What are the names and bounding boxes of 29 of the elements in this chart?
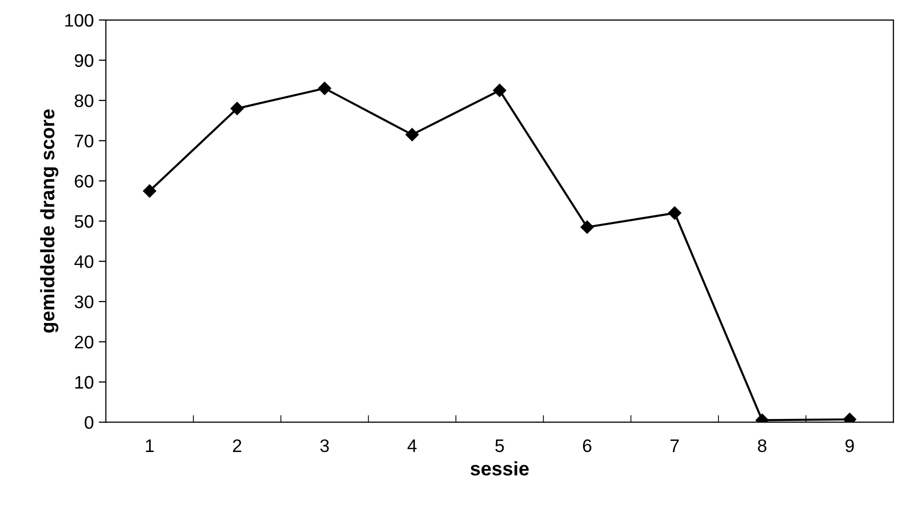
y-tick-label: 20	[74, 336, 94, 348]
point	[668, 206, 682, 220]
x-tick-label: 1	[146, 440, 154, 452]
y-tick-label: 60	[74, 174, 94, 188]
y-tick-label: 100	[65, 14, 94, 27]
x-axis-title: sessie	[470, 461, 529, 476]
y-tick-label: 70	[74, 134, 94, 148]
point	[230, 102, 244, 116]
y-tick-label: 0	[84, 416, 94, 429]
x-tick-label: 9	[845, 439, 854, 452]
y-tick-label: 10	[75, 376, 94, 389]
x-tick-label: 5	[495, 440, 504, 452]
point	[143, 184, 156, 198]
y-tick-label: 50	[74, 215, 94, 228]
point	[580, 220, 594, 234]
x-tick-label: 4	[408, 440, 417, 452]
x-tick-label: 7	[670, 440, 679, 452]
y-tick-label: 80	[74, 94, 94, 108]
x-tick-label: 8	[758, 439, 766, 452]
y-tick-label: 90	[74, 54, 94, 67]
x-tick-label: 6	[583, 439, 592, 452]
x-tick-label: 3	[320, 439, 329, 452]
y-tick-label: 30	[74, 295, 94, 308]
y-tick-label: 40	[74, 255, 94, 268]
point	[318, 82, 332, 95]
x-tick-label: 2	[232, 439, 242, 452]
point	[493, 84, 506, 97]
y-axis-title: gemiddelde drang score	[40, 109, 58, 333]
point	[406, 128, 419, 142]
